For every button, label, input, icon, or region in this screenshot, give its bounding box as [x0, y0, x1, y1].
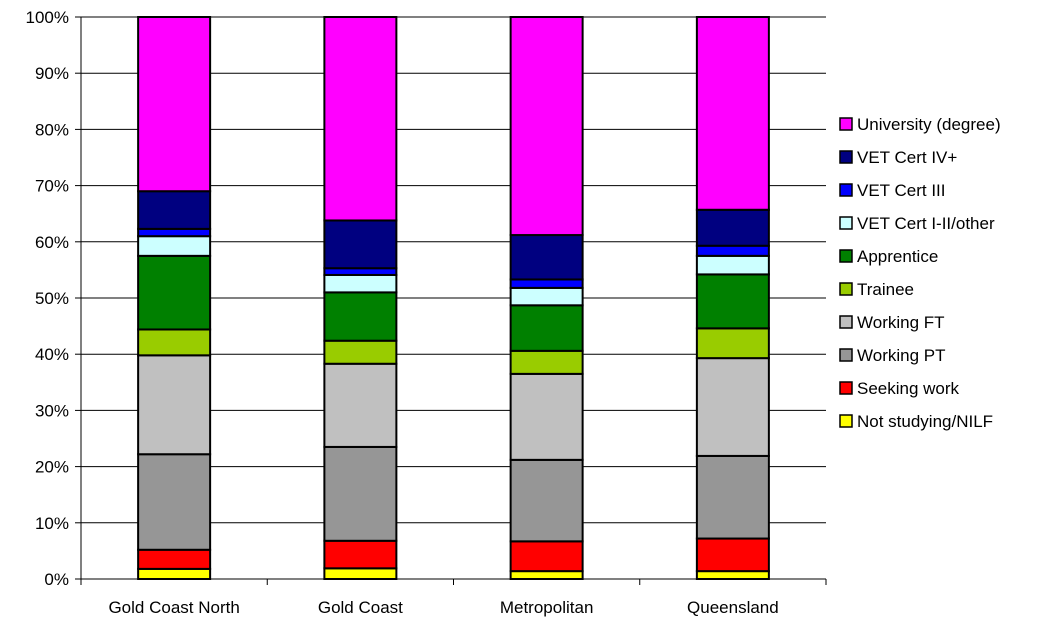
x-axis: Gold Coast North Gold Coast Metropolitan Qu…	[80, 578, 827, 617]
y-tick-label: 60%	[35, 233, 69, 252]
bar-segment	[137, 354, 212, 456]
bar-segment	[695, 537, 770, 573]
bar-segment	[323, 539, 398, 570]
legend-swatch	[839, 381, 853, 395]
legend-item: VET Cert I-II/other	[839, 214, 995, 233]
bar-segment	[509, 458, 584, 543]
legend-label: VET Cert I-II/other	[857, 214, 995, 233]
bar-segment	[509, 286, 584, 307]
y-tick-label: 80%	[35, 120, 69, 139]
legend-label: Not studying/NILF	[857, 412, 993, 431]
bar-segment	[323, 362, 398, 448]
bar-segment	[323, 445, 398, 542]
bar-segment	[695, 454, 770, 540]
bar-segment	[695, 357, 770, 457]
legend-item: Apprentice	[839, 247, 938, 266]
bar-segment	[137, 548, 212, 570]
legend-item: VET Cert IV+	[839, 148, 957, 167]
bar-segment	[137, 567, 212, 580]
legend-item: VET Cert III	[839, 181, 946, 200]
legend-item: Seeking work	[839, 379, 960, 398]
legend-swatch	[839, 348, 853, 362]
x-category-label: Gold Coast North	[108, 598, 239, 617]
bar-stack	[695, 16, 770, 581]
bar-segment	[137, 453, 212, 551]
y-axis: 0% 10% 20% 30% 40% 50% 60% 70% 80% 90% 100%	[26, 8, 82, 589]
legend-swatch	[839, 414, 853, 428]
bar-segment	[323, 219, 398, 270]
bar-segment	[509, 372, 584, 461]
legend-swatch	[839, 150, 853, 164]
y-tick-label: 70%	[35, 177, 69, 196]
bar-segment	[323, 273, 398, 294]
legend-label: VET Cert III	[857, 181, 946, 200]
bar-segment	[323, 567, 398, 581]
bars	[137, 16, 770, 581]
bar-segment	[323, 339, 398, 365]
bar-segment	[137, 227, 212, 238]
bar-segment	[695, 327, 770, 360]
legend-item: Trainee	[839, 280, 914, 299]
bar-segment	[695, 208, 770, 247]
legend-label: Seeking work	[857, 379, 960, 398]
legend-item: Not studying/NILF	[839, 412, 993, 431]
legend-swatch	[839, 315, 853, 329]
bar-segment	[695, 273, 770, 330]
bar-segment	[323, 267, 398, 276]
legend-label: Working PT	[857, 346, 946, 365]
bar-segment	[137, 235, 212, 257]
bar-segment	[509, 349, 584, 375]
bar-segment	[509, 234, 584, 281]
legend-label: VET Cert IV+	[857, 148, 957, 167]
bar-segment	[695, 254, 770, 276]
y-tick-label: 10%	[35, 514, 69, 533]
x-category-label: Queensland	[687, 598, 779, 617]
bar-segment	[695, 570, 770, 581]
legend-swatch	[839, 216, 853, 230]
y-tick-label: 40%	[35, 345, 69, 364]
x-category-label: Gold Coast	[318, 598, 403, 617]
y-tick-label: 20%	[35, 458, 69, 477]
bar-segment	[695, 16, 770, 211]
legend-swatch	[839, 117, 853, 131]
y-tick-label: 50%	[35, 289, 69, 308]
y-tick-label: 0%	[44, 570, 69, 589]
legend-swatch	[839, 282, 853, 296]
bar-segment	[137, 16, 212, 193]
legend-swatch	[839, 249, 853, 263]
legend: University (degree) VET Cert IV+ VET Cert …	[839, 115, 1001, 431]
y-tick-label: 30%	[35, 401, 69, 420]
bar-segment	[509, 570, 584, 581]
y-tick-label: 100%	[26, 8, 69, 27]
bar-segment	[323, 16, 398, 222]
bar-stack	[509, 16, 584, 581]
bar-segment	[509, 278, 584, 289]
legend-item: Working PT	[839, 346, 946, 365]
bar-segment	[137, 190, 212, 230]
legend-label: University (degree)	[857, 115, 1001, 134]
bar-segment	[509, 304, 584, 352]
bar-stack	[137, 16, 212, 580]
bar-segment	[323, 291, 398, 342]
legend-item: Working FT	[839, 313, 945, 332]
legend-label: Working FT	[857, 313, 945, 332]
legend-item: University (degree)	[839, 115, 1001, 134]
bar-segment	[695, 244, 770, 257]
bar-segment	[509, 16, 584, 237]
bar-segment	[137, 254, 212, 331]
x-category-label: Metropolitan	[500, 598, 594, 617]
bar-stack	[323, 16, 398, 581]
legend-label: Apprentice	[857, 247, 938, 266]
bar-segment	[509, 540, 584, 573]
legend-swatch	[839, 183, 853, 197]
bar-segment	[137, 328, 212, 357]
y-tick-label: 90%	[35, 64, 69, 83]
legend-label: Trainee	[857, 280, 914, 299]
